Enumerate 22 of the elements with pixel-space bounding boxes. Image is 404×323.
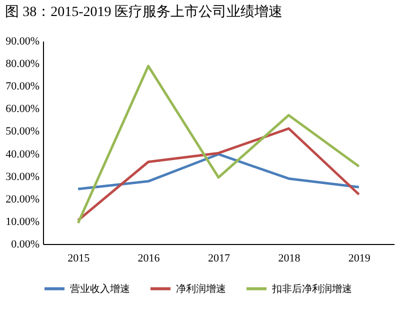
y-tick-label: 70.00% [6, 80, 40, 93]
y-tick-label: 30.00% [6, 170, 40, 183]
y-tick-label: 90.00% [6, 36, 40, 48]
chart-title: 图 38：2015-2019 医疗服务上市公司业绩增速 [5, 4, 283, 20]
y-tick-label: 80.00% [6, 58, 40, 70]
x-tick-label: 2019 [348, 252, 371, 264]
y-tick-label: 20.00% [6, 193, 40, 206]
line-series [76, 127, 360, 222]
y-tick-label: 60.00% [6, 103, 40, 116]
legend-label: 营业收入增速 [70, 282, 130, 295]
line-series [76, 64, 360, 224]
x-tick-label: 2017 [208, 252, 230, 264]
line-series [76, 152, 360, 190]
legend-label: 净利润增速 [176, 282, 226, 295]
y-tick-label: 40.00% [6, 148, 40, 160]
x-tick-label: 2015 [68, 252, 90, 264]
y-tick-label: 50.00% [6, 126, 40, 138]
y-tick-label: 10.00% [6, 216, 40, 228]
x-tick-label: 2016 [138, 252, 160, 264]
y-tick-label: 0.00% [11, 238, 40, 250]
legend-label: 扣非后净利润增速 [271, 282, 352, 295]
x-tick-label: 2018 [278, 252, 301, 264]
